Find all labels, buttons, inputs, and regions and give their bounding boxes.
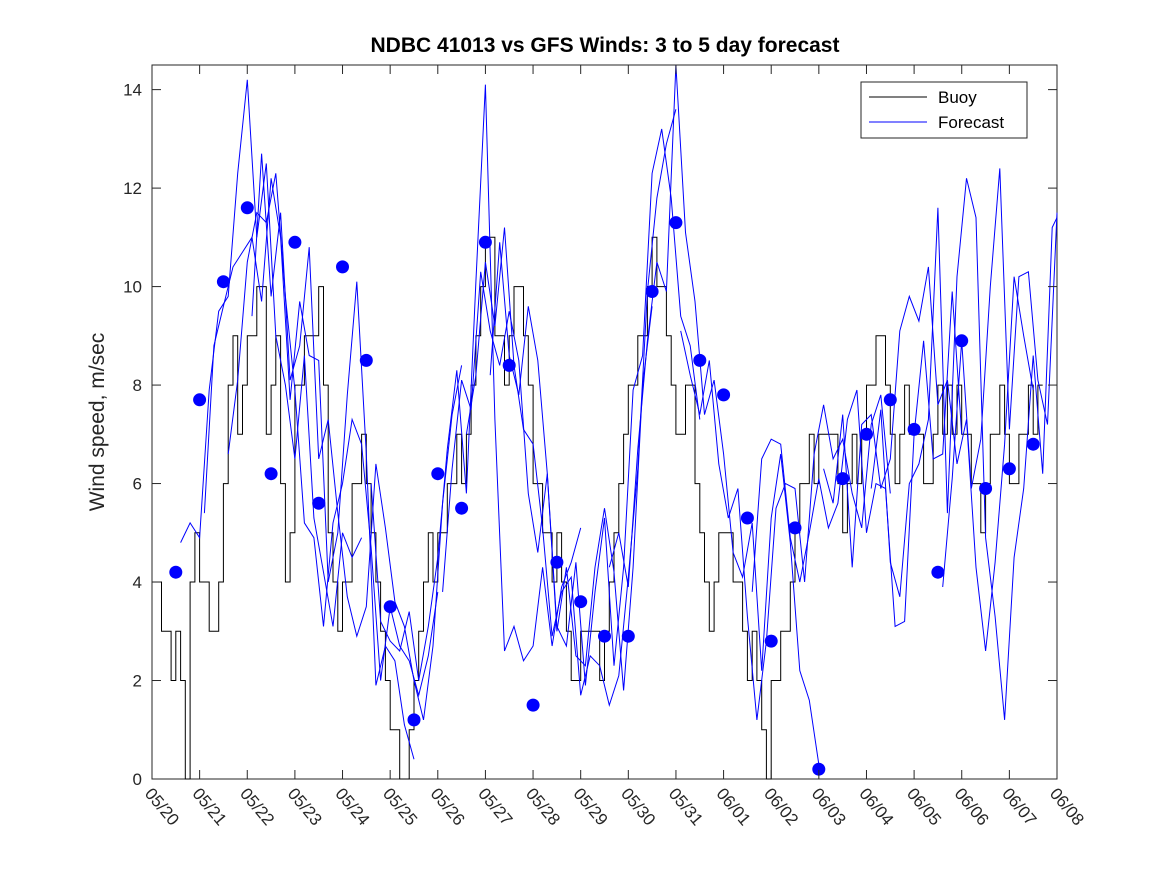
x-tick-label: 05/30 [617,784,659,829]
forecast-marker [717,388,731,402]
x-tick-label: 06/02 [760,784,802,829]
forecast-run-line-5 [370,84,582,681]
forecast-marker [955,334,969,348]
forecast-marker [883,393,897,407]
forecast-marker [621,629,635,643]
y-axis-label: Wind speed, m/sec [86,333,109,512]
forecast-marker [907,422,921,436]
buoy-line [152,236,1043,780]
forecast-marker [478,235,492,249]
forecast-marker [431,467,445,481]
x-tick-label: 05/20 [141,784,183,829]
forecast-marker [264,467,278,481]
forecast-run-line-13 [870,178,1058,720]
legend-box [860,81,1028,139]
forecast-run-line-1 [180,79,363,627]
forecast-marker [764,634,778,648]
forecast-run-line-10 [680,330,891,720]
forecast-marker [455,501,469,515]
forecast-marker [693,353,707,367]
forecast-marker [407,713,421,727]
x-tick-label: 06/07 [998,784,1040,829]
forecast-run-line-8 [489,128,701,686]
x-tick-label: 06/04 [855,784,897,829]
x-tick-label: 05/28 [522,784,564,829]
x-tick-label: 06/06 [951,784,993,829]
forecast-marker [1002,462,1016,476]
forecast-marker [240,201,254,215]
forecast-marker [740,511,754,525]
x-tick-label: 05/26 [427,784,469,829]
y-tick-label: 12 [123,179,142,198]
x-tick-label: 06/08 [1046,784,1088,829]
y-tick-label: 10 [123,278,142,297]
y-tick-label: 14 [123,81,142,100]
forecast-marker [598,629,611,643]
y-tick-label: 4 [133,573,142,592]
forecast-marker [812,762,826,776]
forecast-run-line-4 [251,153,463,721]
forecast-marker [359,353,373,367]
legend-buoy-label: Buoy [938,88,977,107]
forecast-marker [193,393,207,407]
x-tick-label: 05/25 [379,784,421,829]
forecast-marker [336,260,349,274]
forecast-run-line-9 [608,64,820,765]
x-tick-label: 05/31 [665,784,707,829]
legend: Buoy Forecast [860,81,1028,139]
forecast-run-line-12 [823,266,1034,652]
forecast-marker [216,275,230,289]
forecast-marker [383,600,397,614]
forecast-marker [526,698,540,712]
forecast-marker [788,521,802,535]
forecast-run-line-11 [751,291,963,628]
forecast-run-line-2 [203,178,415,760]
x-tick-label: 05/29 [570,784,612,829]
forecast-run-line-3 [227,173,439,698]
buoy-series [152,236,1043,780]
forecast-marker [979,482,993,495]
x-tick-label: 05/22 [236,784,278,829]
forecast-marker [502,358,516,372]
x-tick-label: 06/05 [903,784,945,829]
forecast-series [180,64,1058,765]
forecast-marker [312,496,326,510]
forecast-marker [836,472,850,486]
x-tick-label: 06/03 [808,784,850,829]
forecast-marker [574,595,588,609]
x-tick-label: 05/21 [189,784,231,829]
forecast-markers [169,201,1040,776]
chart-title: NDBC 41013 vs GFS Winds: 3 to 5 day fore… [371,34,840,57]
x-tick-label: 05/23 [284,784,326,829]
forecast-marker [645,285,659,298]
y-tick-label: 2 [133,672,142,691]
y-tick-label: 0 [133,770,142,789]
forecast-marker [931,565,945,579]
forecast-marker [169,565,183,579]
legend-forecast-label: Forecast [938,113,1004,132]
y-tick-label: 6 [133,475,142,494]
y-tick-label: 8 [133,376,142,395]
x-tick-label: 06/01 [713,784,755,829]
forecast-marker [860,427,873,441]
forecast-marker [288,235,302,249]
x-tick-label: 05/24 [331,784,373,829]
forecast-marker [669,216,683,230]
x-tick-label: 05/27 [474,784,516,829]
forecast-marker [1026,437,1040,451]
forecast-marker [550,555,564,569]
